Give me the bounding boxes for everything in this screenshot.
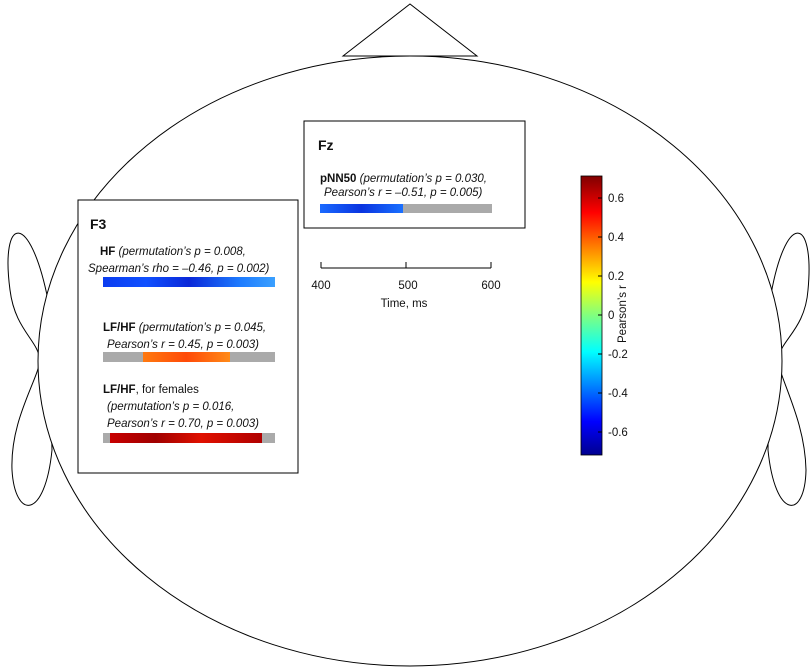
time-tick-label: 400 — [311, 280, 330, 292]
measure: LF/HF — [103, 322, 136, 334]
colorbar-tick-label: 0.6 — [608, 193, 624, 205]
stats: Spearman’s rho = –0.46, p = 0.002) — [88, 263, 270, 275]
effect-window — [110, 433, 262, 443]
stats: (permutation’s p = 0.045, — [139, 322, 266, 334]
electrode-label: Fz — [318, 137, 334, 153]
measure-line: LF/HF (permutation’s p = 0.045, — [103, 322, 266, 334]
colorbar-tick-label: -0.6 — [608, 427, 628, 439]
effect-window — [143, 352, 230, 362]
measure-line: LF/HF, for females — [103, 384, 199, 396]
colorbar-tick-label: 0.2 — [608, 271, 624, 283]
stats: (permutation’s p = 0.030, — [360, 173, 487, 185]
note: , for females — [136, 384, 200, 396]
stats: Pearson’s r = 0.70, p = 0.003) — [107, 418, 259, 430]
colorbar-tick-label: 0 — [608, 310, 614, 322]
stats: Pearson’s r = 0.45, p = 0.003) — [107, 339, 259, 351]
colorbar-tick-label: -0.2 — [608, 349, 628, 361]
measure-line: HF (permutation’s p = 0.008, — [100, 246, 246, 258]
figure: Fz pNN50 (permutation’s p = 0.030, Pears… — [0, 0, 810, 670]
time-tick-label: 600 — [481, 280, 500, 292]
stats: (permutation’s p = 0.016, — [107, 401, 234, 413]
electrode-box — [78, 200, 298, 473]
electrode-label: F3 — [90, 216, 107, 232]
measure: LF/HF — [103, 384, 136, 396]
effect-window — [103, 277, 275, 287]
stats: (permutation’s p = 0.008, — [119, 246, 246, 258]
colorbar-tick-label: 0.4 — [608, 232, 625, 244]
colorbar-tick-label: -0.4 — [608, 388, 628, 400]
time-axis-label: Time, ms — [381, 298, 428, 310]
stats: Pearson’s r = –0.51, p = 0.005) — [324, 187, 483, 199]
effect-window — [320, 204, 403, 213]
measure: HF — [100, 246, 115, 258]
measure: pNN50 — [320, 173, 356, 185]
measure-line: pNN50 (permutation’s p = 0.030, — [320, 173, 487, 185]
colorbar-label: Pearson’s r — [617, 285, 629, 343]
time-tick-label: 500 — [398, 280, 417, 292]
